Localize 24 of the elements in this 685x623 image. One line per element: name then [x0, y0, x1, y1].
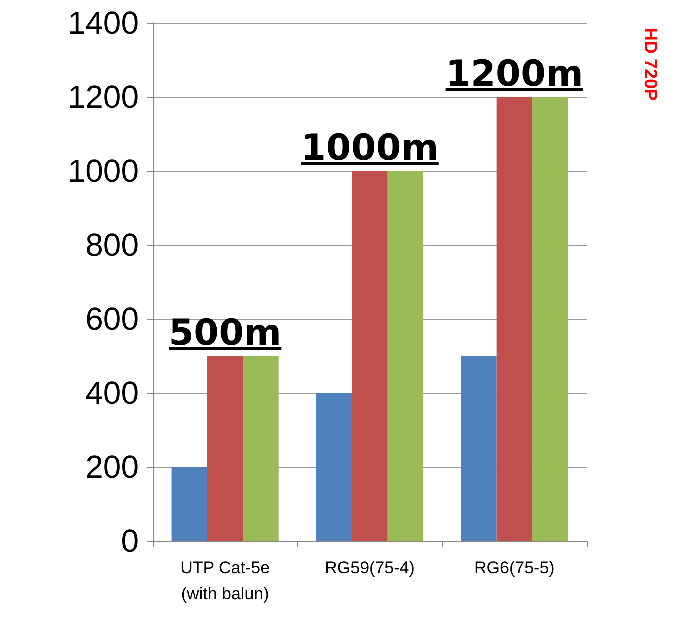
annotation: 1000m [301, 128, 439, 169]
x-tick-label: RG6(75-5) [474, 558, 555, 578]
y-tick-label: 1200 [68, 79, 139, 115]
bar [207, 356, 244, 541]
y-tick-label: 400 [86, 375, 139, 411]
x-tick-label: UTP Cat-5e (with balun) [180, 558, 270, 604]
bar [496, 97, 533, 541]
bar [316, 393, 352, 541]
bar [172, 467, 208, 541]
y-tick-label: 200 [86, 449, 139, 485]
bar [243, 356, 279, 541]
bar [461, 356, 497, 541]
y-tick-label: 0 [121, 523, 139, 559]
annotation: 500m [168, 313, 282, 354]
annotation: 1200m [446, 54, 584, 95]
y-tick-label: 1000 [68, 153, 139, 189]
y-tick-label: 600 [86, 301, 139, 337]
bar [388, 171, 424, 541]
bar [352, 171, 388, 541]
y-tick-label: 800 [86, 227, 139, 263]
x-tick-label: RG59(75-4) [325, 558, 415, 578]
bar [532, 97, 568, 541]
y-tick-label: 1400 [68, 5, 139, 41]
text: HD 720P [640, 28, 661, 102]
